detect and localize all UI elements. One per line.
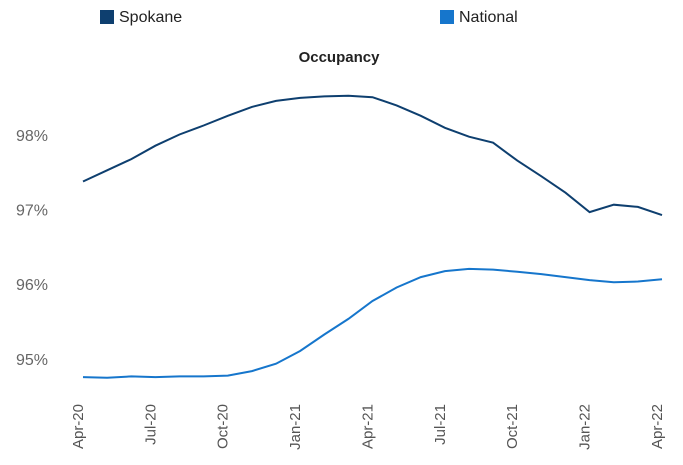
legend-label: National xyxy=(459,9,518,26)
legend-label: Spokane xyxy=(119,9,182,26)
x-tick-label: Apr-21 xyxy=(359,404,376,449)
x-tick-label: Jan-22 xyxy=(577,404,594,450)
chart-title: Occupancy xyxy=(299,49,381,66)
legend-swatch xyxy=(440,10,454,24)
y-tick-label: 95% xyxy=(16,352,48,369)
y-tick-label: 97% xyxy=(16,203,48,220)
x-tick-label: Oct-21 xyxy=(504,404,521,449)
x-tick-label: Apr-22 xyxy=(649,404,666,449)
line-series xyxy=(82,94,663,217)
y-tick-label: 96% xyxy=(16,277,48,294)
x-tick-label: Apr-20 xyxy=(70,404,87,449)
y-tick-label: 98% xyxy=(16,128,48,145)
line-series xyxy=(82,267,663,379)
x-tick-label: Jan-21 xyxy=(287,404,304,450)
legend-swatch xyxy=(100,10,114,24)
x-tick-label: Jul-20 xyxy=(142,404,159,445)
x-tick-label: Jul-21 xyxy=(432,404,449,445)
x-tick-label: Oct-20 xyxy=(215,404,232,449)
